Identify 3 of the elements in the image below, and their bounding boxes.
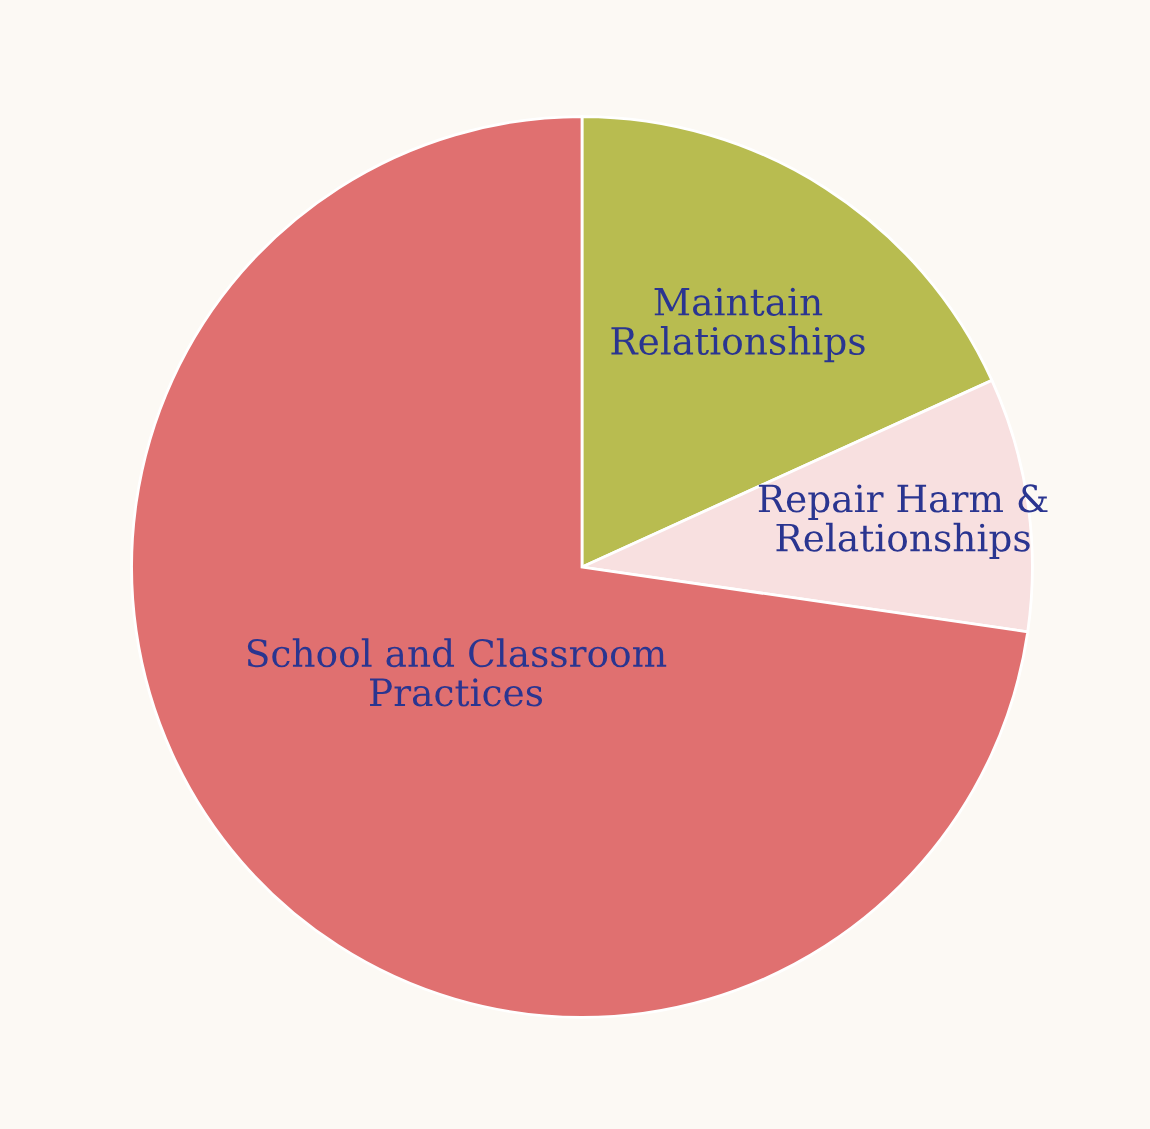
slice-label: Repair Harm & Relationships <box>758 484 1048 560</box>
slice-label: Maintain Relationships <box>611 287 865 363</box>
slice-label: School and Classroom Practices <box>247 638 667 707</box>
